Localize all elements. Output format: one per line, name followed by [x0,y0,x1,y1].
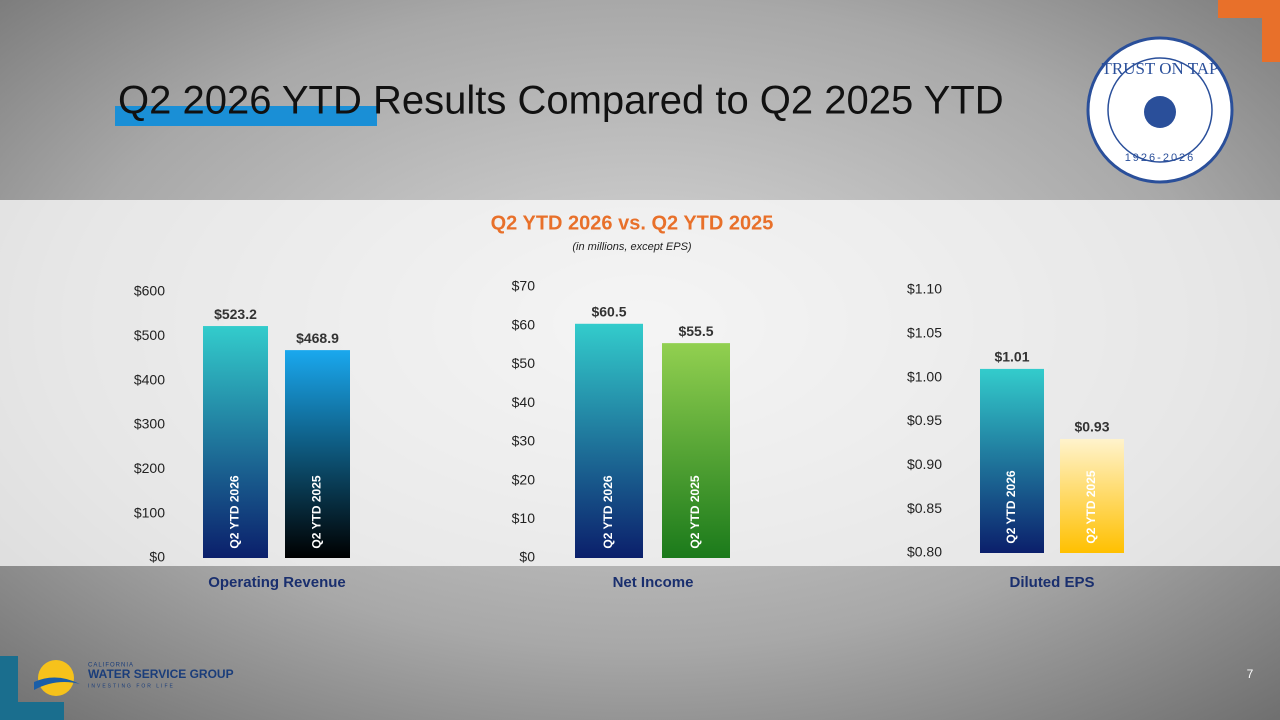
y-tick-label: $50 [512,355,536,371]
logo-wave [34,677,80,690]
data-label: $523.2 [214,306,257,322]
y-tick-label: $0 [519,549,535,565]
logo: CALIFORNIA WATER SERVICE GROUP INVESTING… [34,660,234,696]
category-label: Q2 YTD 2026 [601,475,615,548]
slide-title: Q2 2026 YTD Results Compared to Q2 2025 … [118,79,1004,123]
category-label: Q2 YTD 2025 [688,475,702,548]
seal-text: TRUST ON TAP [1101,59,1218,78]
seal-ring [1107,57,1213,163]
category-label: Q2 YTD 2025 [310,475,324,548]
bar [1060,439,1124,553]
page-number: 7 [1247,667,1254,681]
title-underline [115,106,377,126]
y-tick-label: $20 [512,471,536,487]
y-tick-label: $0.80 [907,544,942,560]
y-tick-label: $30 [512,433,536,449]
y-tick-label: $600 [134,283,165,299]
logo-name: WATER SERVICE GROUP [88,667,234,681]
bar [575,323,643,558]
y-tick-label: $100 [134,504,165,520]
data-label: $468.9 [296,330,339,346]
data-label: $1.01 [994,349,1029,365]
bar [203,326,268,558]
corner-accent [1218,0,1280,62]
y-tick-label: $40 [512,394,536,410]
y-tick-label: $200 [134,460,165,476]
category-label: Q2 YTD 2025 [1084,470,1098,543]
seal-years: 1926-2026 [1125,152,1196,164]
y-tick-label: $60 [512,316,536,332]
logo-small: CALIFORNIA [88,663,134,669]
y-tick-label: $0 [149,549,165,565]
y-tick-label: $500 [134,327,165,343]
y-tick-label: $0.90 [907,456,942,472]
category-label: Q2 YTD 2026 [228,475,242,548]
chart-subheading: (in millions, except EPS) [572,241,692,253]
y-tick-label: $1.05 [907,325,942,341]
y-tick-label: $300 [134,416,165,432]
data-label: $0.93 [1074,419,1109,435]
y-tick-label: $10 [512,510,536,526]
y-tick-label: $1.10 [907,281,942,297]
bar [285,350,350,558]
data-label: $55.5 [678,323,713,339]
seal: TRUST ON TAP 1926-2026 [1086,36,1234,184]
y-tick-label: $0.95 [907,412,942,428]
x-axis-label: Operating Revenue [208,574,346,591]
y-tick-label: $400 [134,371,165,387]
y-tick-label: $70 [512,278,536,294]
data-label: $60.5 [591,303,626,319]
chart-heading: Q2 YTD 2026 vs. Q2 YTD 2025 [491,212,774,234]
seal-sun [1144,96,1176,128]
y-tick-label: $0.85 [907,500,942,516]
logo-tagline: INVESTING FOR LIFE [88,683,175,689]
corner-accent [0,656,64,720]
y-tick-label: $1.00 [907,368,942,384]
x-axis-label: Net Income [613,574,694,591]
category-label: Q2 YTD 2026 [1004,470,1018,543]
bar [980,368,1044,553]
bar [662,343,730,558]
x-axis-label: Diluted EPS [1009,574,1094,591]
